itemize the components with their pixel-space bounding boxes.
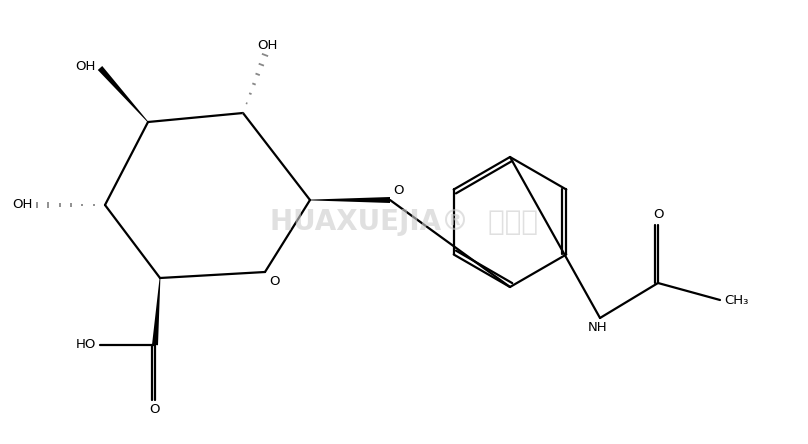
Polygon shape	[152, 278, 161, 345]
Polygon shape	[98, 66, 149, 122]
Text: OH: OH	[76, 59, 96, 72]
Text: CH₃: CH₃	[724, 293, 748, 306]
Polygon shape	[310, 197, 390, 203]
Text: O: O	[269, 275, 280, 288]
Text: OH: OH	[13, 198, 33, 211]
Text: NH: NH	[588, 321, 608, 334]
Text: HUAXUEJIA®  化学加: HUAXUEJIA® 化学加	[270, 208, 538, 236]
Text: OH: OH	[257, 39, 277, 52]
Text: O: O	[149, 403, 159, 416]
Text: HO: HO	[76, 338, 96, 352]
Text: O: O	[654, 208, 664, 221]
Text: O: O	[393, 184, 403, 197]
